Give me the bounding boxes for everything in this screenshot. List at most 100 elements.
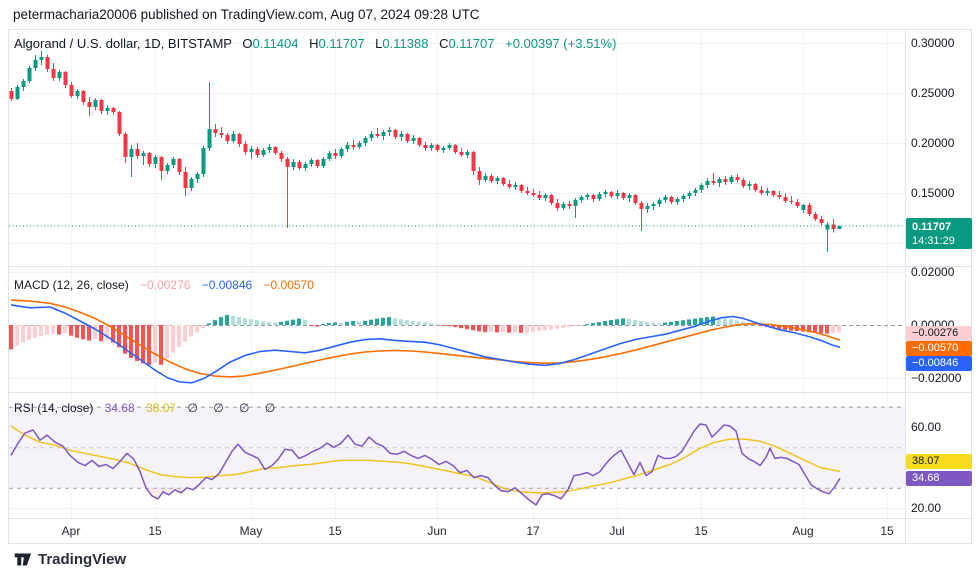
candle-body[interactable] bbox=[471, 152, 476, 171]
candle-body[interactable] bbox=[645, 206, 650, 209]
candle-body[interactable] bbox=[615, 193, 620, 196]
candle-body[interactable] bbox=[69, 85, 74, 96]
candle-body[interactable] bbox=[801, 205, 806, 210]
candle-body[interactable] bbox=[129, 149, 134, 157]
candle-body[interactable] bbox=[441, 148, 446, 150]
candle-body[interactable] bbox=[183, 172, 188, 188]
candle-body[interactable] bbox=[753, 184, 758, 190]
candle-body[interactable] bbox=[15, 87, 20, 99]
macd-signal-line[interactable] bbox=[10, 299, 841, 378]
candle-body[interactable] bbox=[339, 149, 344, 156]
candle-body[interactable] bbox=[759, 190, 764, 193]
candle-body[interactable] bbox=[201, 148, 206, 174]
candle-body[interactable] bbox=[705, 181, 710, 185]
candle-body[interactable] bbox=[255, 149, 260, 155]
candle-body[interactable] bbox=[657, 200, 662, 204]
candle-body[interactable] bbox=[555, 203, 560, 208]
candle-body[interactable] bbox=[813, 214, 818, 219]
candle-body[interactable] bbox=[57, 72, 62, 78]
candle-body[interactable] bbox=[675, 199, 680, 202]
candle-body[interactable] bbox=[819, 219, 824, 223]
candle-body[interactable] bbox=[333, 153, 338, 156]
candle-body[interactable] bbox=[195, 174, 200, 179]
macd-histogram[interactable] bbox=[9, 314, 841, 365]
candle-body[interactable] bbox=[639, 203, 644, 209]
candle-body[interactable] bbox=[225, 135, 230, 141]
candle-body[interactable] bbox=[489, 176, 494, 181]
candle-body[interactable] bbox=[669, 197, 674, 202]
candle-body[interactable] bbox=[429, 145, 434, 148]
candle-body[interactable] bbox=[21, 81, 26, 87]
candle-body[interactable] bbox=[483, 176, 488, 180]
candle-body[interactable] bbox=[411, 138, 416, 141]
candle-body[interactable] bbox=[291, 162, 296, 167]
candle-body[interactable] bbox=[213, 129, 218, 133]
candle-body[interactable] bbox=[519, 185, 524, 191]
candle-body[interactable] bbox=[117, 112, 122, 134]
candle-body[interactable] bbox=[243, 144, 248, 152]
candle-body[interactable] bbox=[591, 195, 596, 199]
candle-body[interactable] bbox=[717, 179, 722, 183]
candle-body[interactable] bbox=[543, 195, 548, 198]
candle-body[interactable] bbox=[825, 224, 830, 230]
candle-body[interactable] bbox=[465, 152, 470, 155]
candle-body[interactable] bbox=[687, 193, 692, 196]
candle-body[interactable] bbox=[837, 225, 842, 229]
candle-body[interactable] bbox=[789, 201, 794, 202]
candle-body[interactable] bbox=[45, 57, 50, 69]
candle-body[interactable] bbox=[723, 179, 728, 182]
candle-body[interactable] bbox=[39, 57, 44, 60]
candles[interactable] bbox=[9, 51, 842, 252]
candle-body[interactable] bbox=[597, 194, 602, 199]
candle-body[interactable] bbox=[297, 162, 302, 168]
candle-body[interactable] bbox=[459, 152, 464, 155]
candle-body[interactable] bbox=[267, 147, 272, 150]
candle-body[interactable] bbox=[417, 138, 422, 145]
macd-lines[interactable] bbox=[10, 299, 841, 384]
candle-body[interactable] bbox=[609, 192, 614, 196]
candle-body[interactable] bbox=[651, 204, 656, 206]
candle-body[interactable] bbox=[219, 133, 224, 135]
candle-body[interactable] bbox=[777, 195, 782, 197]
candle-body[interactable] bbox=[747, 184, 752, 186]
candle-body[interactable] bbox=[147, 153, 152, 164]
candle-body[interactable] bbox=[351, 145, 356, 147]
candle-body[interactable] bbox=[33, 60, 38, 68]
candle-body[interactable] bbox=[633, 195, 638, 203]
candle-body[interactable] bbox=[171, 159, 176, 165]
candle-body[interactable] bbox=[327, 153, 332, 159]
candle-body[interactable] bbox=[603, 192, 608, 194]
candle-body[interactable] bbox=[399, 134, 404, 137]
candle-body[interactable] bbox=[51, 69, 56, 78]
candle-body[interactable] bbox=[627, 195, 632, 198]
candle-body[interactable] bbox=[315, 160, 320, 166]
candle-body[interactable] bbox=[513, 185, 518, 187]
candle-body[interactable] bbox=[537, 195, 542, 198]
candle-body[interactable] bbox=[495, 178, 500, 181]
candle-body[interactable] bbox=[321, 159, 326, 166]
candle-body[interactable] bbox=[567, 204, 572, 206]
time-axis[interactable] bbox=[8, 518, 905, 543]
candle-body[interactable] bbox=[783, 197, 788, 201]
tradingview-logo[interactable]: TradingView bbox=[13, 550, 126, 569]
candle-body[interactable] bbox=[423, 145, 428, 148]
candle-body[interactable] bbox=[285, 159, 290, 167]
candle-body[interactable] bbox=[477, 171, 482, 180]
candle-body[interactable] bbox=[693, 190, 698, 193]
candle-body[interactable] bbox=[681, 196, 686, 199]
candle-body[interactable] bbox=[531, 193, 536, 195]
candle-body[interactable] bbox=[231, 134, 236, 141]
price-axis[interactable] bbox=[906, 29, 972, 518]
candle-body[interactable] bbox=[561, 204, 566, 208]
candle-body[interactable] bbox=[405, 134, 410, 141]
candle-body[interactable] bbox=[435, 145, 440, 150]
candle-body[interactable] bbox=[165, 165, 170, 171]
candle-body[interactable] bbox=[699, 185, 704, 190]
candle-body[interactable] bbox=[573, 200, 578, 206]
candle-body[interactable] bbox=[159, 157, 164, 171]
candle-body[interactable] bbox=[735, 177, 740, 180]
candle-body[interactable] bbox=[765, 191, 770, 193]
candle-body[interactable] bbox=[393, 130, 398, 137]
candle-body[interactable] bbox=[123, 134, 128, 157]
